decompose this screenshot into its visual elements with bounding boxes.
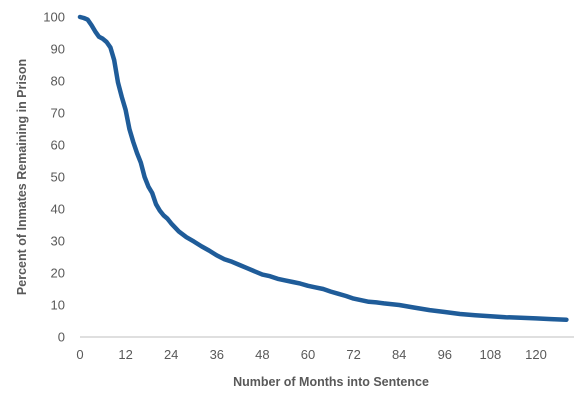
y-tick-label: 20 [51, 266, 65, 281]
series-group [77, 14, 569, 322]
x-tick-label: 0 [76, 347, 83, 362]
x-tick-label: 72 [346, 347, 360, 362]
x-axis-ticks: 0 12 24 36 48 60 72 84 96 108 120 [76, 347, 546, 362]
x-tick-label: 48 [255, 347, 269, 362]
y-tick-label: 50 [51, 170, 65, 185]
x-tick-label: 36 [210, 347, 224, 362]
y-tick-label: 80 [51, 74, 65, 89]
y-axis-ticks: 0 10 20 30 40 50 60 70 80 90 100 [43, 10, 65, 345]
x-tick-label: 108 [480, 347, 502, 362]
y-axis-title: Percent of Inmates Remaining in Prison [15, 59, 29, 295]
x-axis-title: Number of Months into Sentence [233, 375, 429, 389]
x-tick-label: 120 [525, 347, 547, 362]
y-tick-label: 100 [43, 10, 65, 25]
y-tick-label: 60 [51, 138, 65, 153]
x-tick-label: 96 [438, 347, 452, 362]
y-tick-label: 90 [51, 42, 65, 57]
y-tick-label: 70 [51, 106, 65, 121]
y-tick-label: 40 [51, 202, 65, 217]
series-line [77, 14, 569, 322]
y-tick-label: 30 [51, 234, 65, 249]
x-tick-label: 84 [392, 347, 406, 362]
x-tick-label: 12 [118, 347, 132, 362]
x-tick-label: 60 [301, 347, 315, 362]
y-tick-label: 10 [51, 298, 65, 313]
y-tick-label: 0 [58, 330, 65, 345]
x-tick-label: 24 [164, 347, 178, 362]
